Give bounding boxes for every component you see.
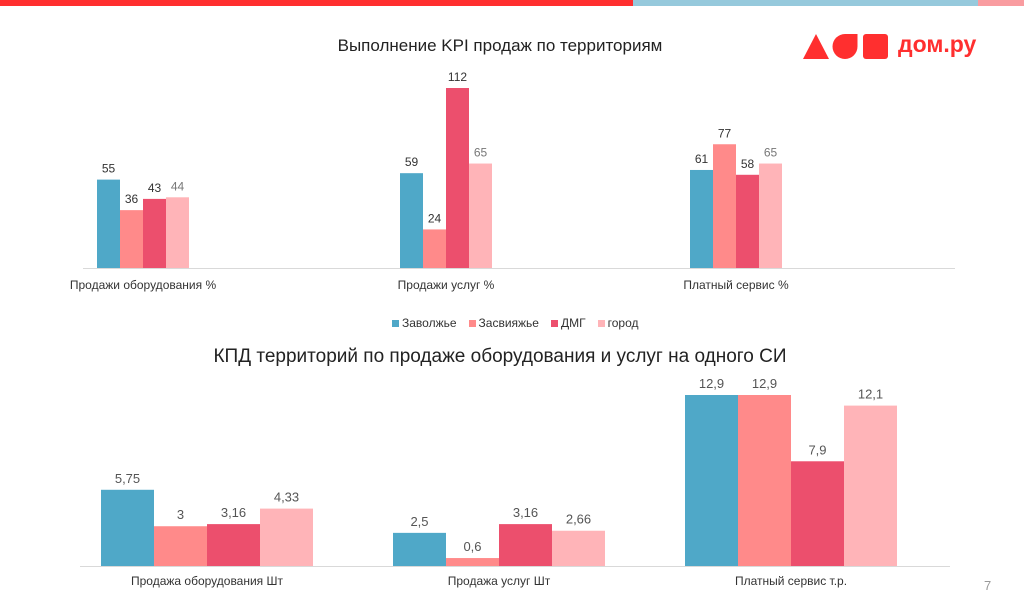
chart1-bar xyxy=(400,173,423,268)
legend-label: город xyxy=(607,316,639,330)
chart2-data-label: 5,75 xyxy=(115,471,140,486)
chart1-bar xyxy=(469,163,492,268)
chart1-bar xyxy=(120,210,143,268)
legend-label: ДМГ xyxy=(560,316,586,330)
legend-swatch-dmg xyxy=(550,319,558,327)
chart2-bar xyxy=(791,461,844,566)
chart1-data-label: 44 xyxy=(171,179,185,193)
chart1-data-label: 36 xyxy=(125,192,139,206)
legend-swatch-zavolzhye xyxy=(392,319,399,327)
chart2-data-label: 3 xyxy=(177,507,184,522)
chart1-bar xyxy=(759,163,782,268)
chart1-category-label: Продажи услуг % xyxy=(398,278,495,292)
chart2-category-label: Продажа услуг Шт xyxy=(448,574,551,588)
chart2-category-label: Платный сервис т.р. xyxy=(735,574,847,588)
chart1-data-label: 65 xyxy=(764,146,778,160)
legend-label: Заволжье xyxy=(402,316,457,330)
chart2-data-label: 12,9 xyxy=(699,376,724,391)
chart1-bar xyxy=(166,197,189,268)
legend-label: Засвияжье xyxy=(478,316,539,330)
chart1-bar xyxy=(446,88,469,268)
chart1-data-label: 24 xyxy=(428,211,442,225)
chart1-category-label: Платный сервис % xyxy=(683,278,789,292)
legend-item-gorod: город xyxy=(597,316,639,330)
chart2-bar xyxy=(552,530,605,566)
chart2-bar xyxy=(446,558,499,566)
chart1-bar xyxy=(143,198,166,268)
chart2-data-label: 0,6 xyxy=(463,539,481,554)
brand-name: дом.ру xyxy=(898,31,977,57)
logo-square-icon xyxy=(863,34,888,59)
chart1-data-label: 112 xyxy=(448,70,467,84)
legend-swatch-zasviyazhye xyxy=(468,319,476,327)
chart2-category-label: Продажа оборудования Шт xyxy=(131,574,284,588)
chart1-bar xyxy=(690,169,713,268)
chart2-data-label: 3,16 xyxy=(221,505,246,520)
chart2-bar xyxy=(738,395,791,566)
logo-drop-icon xyxy=(832,34,858,59)
legend-item-zasviyazhye: Засвияжье xyxy=(468,316,539,330)
chart1-data-label: 43 xyxy=(148,181,162,195)
legend-item-zavolzhye: Заволжье xyxy=(392,316,457,330)
chart1-bar xyxy=(423,229,446,268)
top-bar-pink-segment xyxy=(978,0,1024,6)
chart2-data-label: 4,33 xyxy=(274,490,299,505)
chart1-data-label: 55 xyxy=(102,162,116,176)
chart2-data-label: 2,66 xyxy=(566,512,591,527)
chart1-data-label: 58 xyxy=(741,157,755,171)
chart2-data-label: 7,9 xyxy=(808,442,826,457)
chart2-bar xyxy=(685,395,738,566)
page-number: 7 xyxy=(984,578,992,593)
top-accent-bar xyxy=(0,0,1024,6)
chart1-bar xyxy=(736,174,759,268)
logo-triangle-icon xyxy=(803,34,829,59)
chart2-data-label: 12,9 xyxy=(752,376,777,391)
legend-item-dmg: ДМГ xyxy=(550,316,586,330)
top-bar-red-segment xyxy=(0,0,633,6)
chart1-data-label: 65 xyxy=(474,146,488,160)
legend-swatch-gorod xyxy=(597,319,605,327)
chart2-bar xyxy=(844,405,897,566)
chart2-bar xyxy=(101,489,154,566)
chart2-bar xyxy=(499,524,552,566)
chart2-bar xyxy=(154,526,207,566)
chart2-bar xyxy=(207,524,260,566)
brand-logo-icon xyxy=(803,34,888,59)
chart2-data-label: 2,5 xyxy=(410,514,428,529)
chart2-bar xyxy=(260,508,313,566)
chart2-data-label: 12,1 xyxy=(858,387,883,402)
chart2-title: КПД территорий по продаже оборудования и… xyxy=(213,346,787,367)
chart1-category-label: Продажи оборудования % xyxy=(70,278,217,292)
chart1-legend: Заволжье Засвияжье ДМГ город xyxy=(392,316,638,330)
chart1-bar xyxy=(97,179,120,268)
chart1-title: Выполнение KPI продаж по территориям xyxy=(337,36,663,55)
chart1-data-label: 59 xyxy=(405,155,419,169)
chart1-data-label: 77 xyxy=(718,126,732,140)
chart1-bar xyxy=(713,144,736,268)
chart1-data-label: 61 xyxy=(695,152,709,166)
top-bar-blue-segment xyxy=(633,0,978,6)
chart2-data-label: 3,16 xyxy=(513,505,538,520)
chart2-bar xyxy=(393,532,446,566)
